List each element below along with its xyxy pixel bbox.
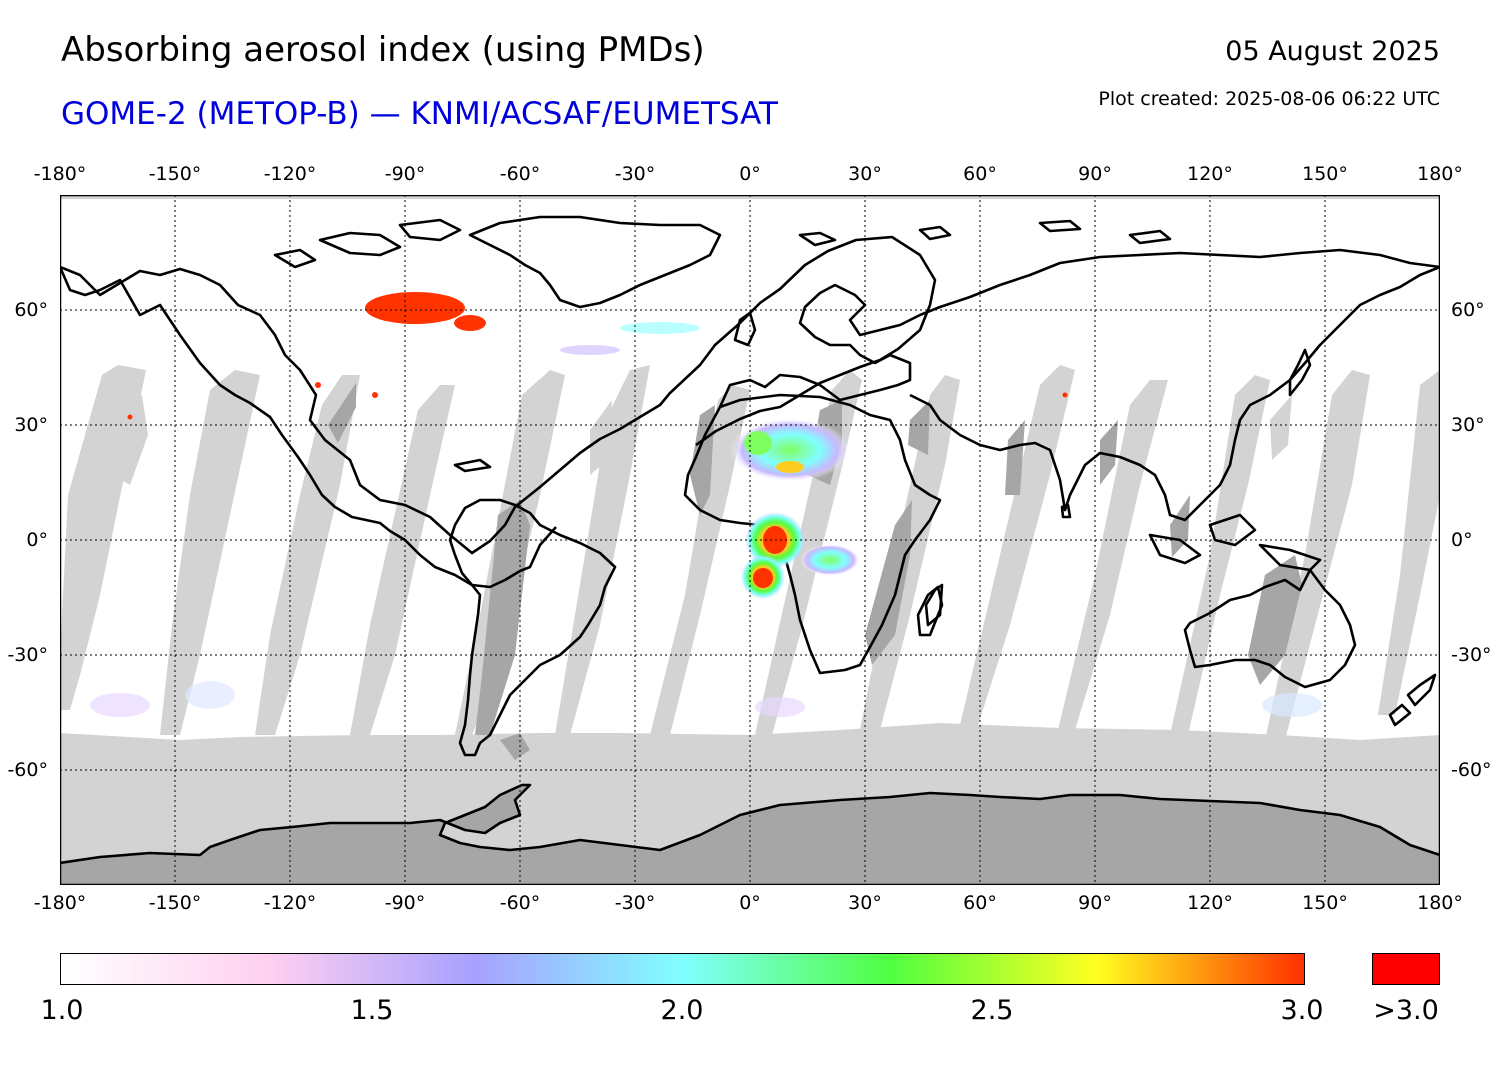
colorbar-tick: 2.0 <box>660 995 704 1026</box>
left-lat-tick: 30° <box>14 414 48 436</box>
map-frame <box>60 195 1440 885</box>
graticule <box>60 195 1440 885</box>
right-lat-tick: -60° <box>1451 759 1492 781</box>
map-title: Absorbing aerosol index (using PMDs) <box>61 30 705 70</box>
bottom-lon-tick: -150° <box>148 892 202 914</box>
orbit-swath-gaps <box>60 365 1440 740</box>
right-lat-tick: -30° <box>1451 644 1492 666</box>
bottom-lon-tick: 0° <box>739 892 761 914</box>
left-lat-tick: -30° <box>7 644 48 666</box>
land-no-data-patches <box>328 383 1302 760</box>
bottom-lon-tick: 30° <box>848 892 882 914</box>
plot-created-timestamp: Plot created: 2025-08-06 06:22 UTC <box>1098 88 1440 110</box>
top-lon-tick: -60° <box>499 163 541 185</box>
top-lon-tick: 30° <box>848 163 882 185</box>
colorbar-overflow-label: >3.0 <box>1373 995 1439 1026</box>
bottom-lon-tick: -60° <box>499 892 541 914</box>
bottom-lon-tick: -30° <box>614 892 656 914</box>
colorbar-overflow-swatch <box>1372 953 1440 985</box>
top-lon-tick: 150° <box>1302 163 1348 185</box>
top-lon-tick: 90° <box>1078 163 1112 185</box>
colorbar-tick: 1.0 <box>40 995 84 1026</box>
colorbar-tick: 2.5 <box>970 995 1014 1026</box>
bottom-lon-tick: 90° <box>1078 892 1112 914</box>
top-lon-tick: 60° <box>963 163 997 185</box>
bottom-lon-tick: 60° <box>963 892 997 914</box>
colorbar-tick: 3.0 <box>1280 995 1324 1026</box>
top-lon-tick: -90° <box>384 163 426 185</box>
top-lon-tick: -180° <box>33 163 87 185</box>
top-lon-tick: -150° <box>148 163 202 185</box>
left-lat-tick: 60° <box>14 299 48 321</box>
left-lat-tick: 0° <box>26 529 48 551</box>
bottom-lon-tick: -120° <box>263 892 317 914</box>
right-lat-tick: 0° <box>1451 529 1473 551</box>
observation-date: 05 August 2025 <box>1225 36 1440 67</box>
colorbar <box>60 953 1305 985</box>
top-lon-tick: 180° <box>1417 163 1463 185</box>
right-lat-tick: 60° <box>1451 299 1485 321</box>
left-lat-tick: -60° <box>7 759 48 781</box>
top-lon-tick: 120° <box>1187 163 1233 185</box>
top-lon-tick: -30° <box>614 163 656 185</box>
bottom-lon-tick: 180° <box>1417 892 1463 914</box>
coastlines <box>60 215 1440 865</box>
aerosol-index-map <box>60 195 1440 885</box>
bottom-lon-tick: -90° <box>384 892 426 914</box>
bottom-lon-tick: 150° <box>1302 892 1348 914</box>
bottom-lon-tick: -180° <box>33 892 87 914</box>
top-lon-tick: 0° <box>739 163 761 185</box>
colorbar-tick: 1.5 <box>350 995 394 1026</box>
bottom-lon-tick: 120° <box>1187 892 1233 914</box>
aerosol-plumes <box>90 292 1322 717</box>
map-subtitle: GOME-2 (METOP-B) — KNMI/ACSAF/EUMETSAT <box>61 96 778 132</box>
right-lat-tick: 30° <box>1451 414 1485 436</box>
top-lon-tick: -120° <box>263 163 317 185</box>
